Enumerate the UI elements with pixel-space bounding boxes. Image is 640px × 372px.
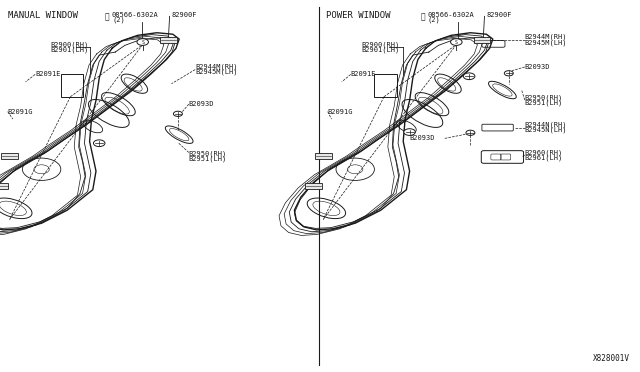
FancyBboxPatch shape xyxy=(160,37,177,43)
Text: B2944N(RH): B2944N(RH) xyxy=(525,122,567,128)
Text: (2): (2) xyxy=(428,16,440,23)
Circle shape xyxy=(93,140,105,147)
Text: 08566-6302A: 08566-6302A xyxy=(112,12,159,18)
Text: B2951(LH): B2951(LH) xyxy=(189,155,227,162)
Text: B2951(LH): B2951(LH) xyxy=(525,99,563,106)
Text: B2961(LH): B2961(LH) xyxy=(525,154,563,161)
FancyBboxPatch shape xyxy=(0,183,8,189)
Text: Ⓢ: Ⓢ xyxy=(420,12,425,21)
FancyBboxPatch shape xyxy=(315,153,332,159)
Text: 82900F: 82900F xyxy=(486,12,512,18)
Bar xyxy=(61,74,83,97)
Text: B2944M(RH): B2944M(RH) xyxy=(525,34,567,41)
Text: B2945M(LH): B2945M(LH) xyxy=(195,69,237,76)
Text: POWER WINDOW: POWER WINDOW xyxy=(326,11,391,20)
Text: B2900(RH): B2900(RH) xyxy=(362,41,400,48)
Circle shape xyxy=(504,71,513,76)
Text: X828001V: X828001V xyxy=(593,354,630,363)
FancyBboxPatch shape xyxy=(474,37,490,43)
Circle shape xyxy=(451,39,462,45)
FancyBboxPatch shape xyxy=(1,153,18,159)
Circle shape xyxy=(466,130,475,135)
Circle shape xyxy=(463,73,475,80)
Text: B2900(RH): B2900(RH) xyxy=(50,41,88,48)
Text: B2901(LH): B2901(LH) xyxy=(50,46,88,53)
Text: S: S xyxy=(141,39,144,45)
Text: B2093D: B2093D xyxy=(525,64,550,70)
Text: B2091G: B2091G xyxy=(328,109,353,115)
Text: B2944M(RH): B2944M(RH) xyxy=(195,64,237,70)
Text: MANUAL WINDOW: MANUAL WINDOW xyxy=(8,11,77,20)
Text: (2): (2) xyxy=(112,16,125,23)
Text: 82900F: 82900F xyxy=(172,12,197,18)
Text: B2901(LH): B2901(LH) xyxy=(362,46,400,53)
Text: S: S xyxy=(455,39,458,45)
Text: B2091E: B2091E xyxy=(351,71,376,77)
Circle shape xyxy=(173,111,182,116)
Text: 08566-6302A: 08566-6302A xyxy=(428,12,474,18)
FancyBboxPatch shape xyxy=(305,183,322,189)
Text: B2091E: B2091E xyxy=(35,71,61,77)
Circle shape xyxy=(137,39,148,45)
Text: B2945M(LH): B2945M(LH) xyxy=(525,39,567,46)
Bar xyxy=(374,74,397,97)
Text: B2950(RH): B2950(RH) xyxy=(525,94,563,101)
Text: B2093D: B2093D xyxy=(189,101,214,107)
Circle shape xyxy=(404,129,415,135)
Text: B2093D: B2093D xyxy=(410,135,435,141)
Text: B2960(RH): B2960(RH) xyxy=(525,149,563,156)
Text: Ⓢ: Ⓢ xyxy=(105,12,109,21)
Text: B2945N(LH): B2945N(LH) xyxy=(525,127,567,134)
Text: B2950(RH): B2950(RH) xyxy=(189,150,227,157)
Text: B2091G: B2091G xyxy=(8,109,33,115)
